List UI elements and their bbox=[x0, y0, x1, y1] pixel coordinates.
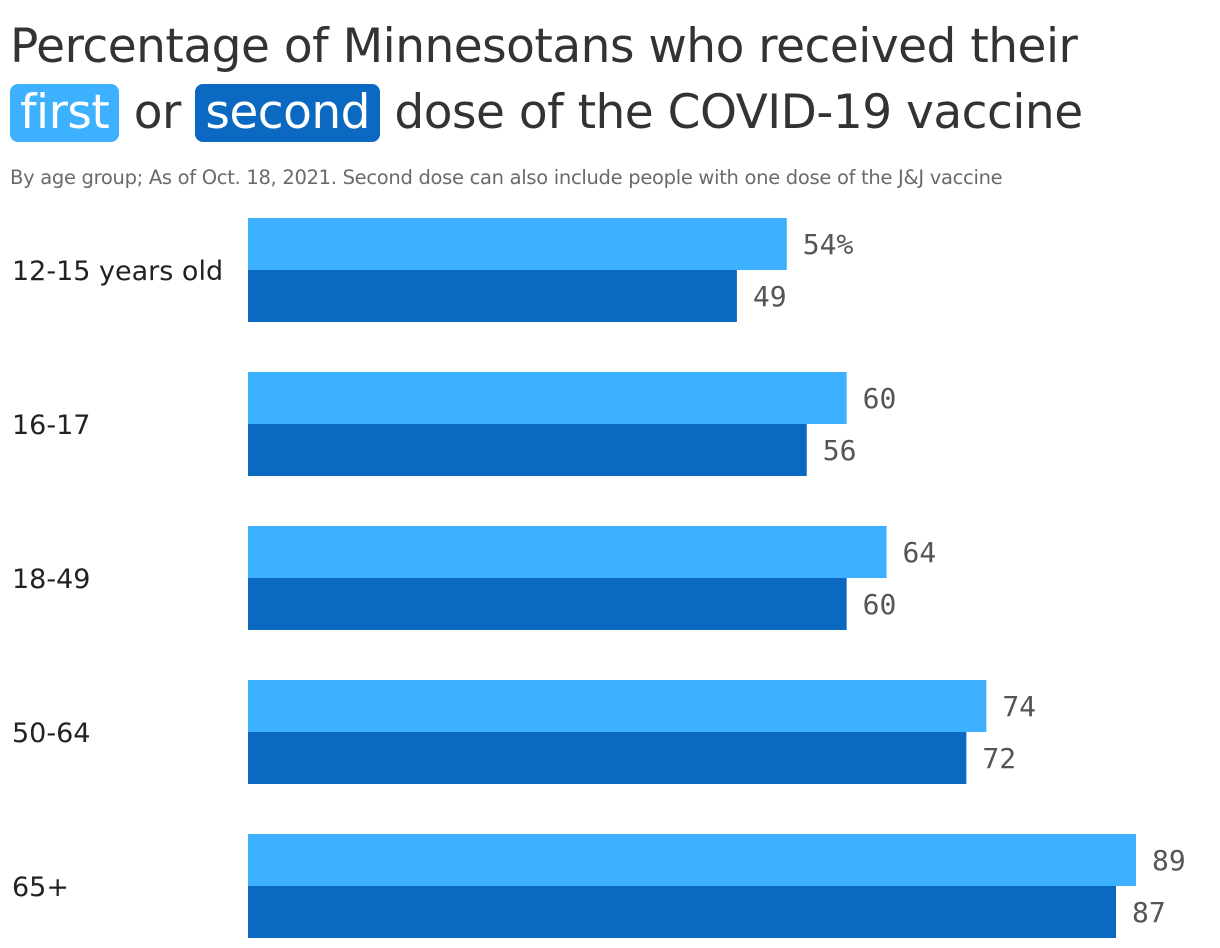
category-label: 50-64 bbox=[12, 718, 90, 749]
legend-second-highlight: second bbox=[195, 84, 380, 142]
bar-first bbox=[248, 680, 987, 732]
value-label-first: 89 bbox=[1152, 844, 1186, 877]
bar-first bbox=[248, 526, 887, 578]
value-label-second: 87 bbox=[1132, 896, 1166, 929]
bar-second bbox=[248, 270, 737, 322]
title-or: or bbox=[133, 85, 182, 140]
value-label-second: 60 bbox=[863, 588, 897, 621]
chart-subtitle: By age group; As of Oct. 18, 2021. Secon… bbox=[10, 166, 1003, 189]
value-label-first: 60 bbox=[863, 382, 897, 415]
category-label: 18-49 bbox=[12, 564, 90, 595]
value-label-second: 72 bbox=[982, 742, 1016, 775]
value-label-first: 54% bbox=[803, 228, 854, 261]
title-line-2: first or second dose of the COVID-19 vac… bbox=[10, 80, 1210, 146]
bar-first bbox=[248, 218, 787, 270]
value-label-second: 56 bbox=[823, 434, 857, 467]
chart-title: Percentage of Minnesotans who received t… bbox=[10, 14, 1210, 146]
bar-second bbox=[248, 578, 847, 630]
title-line-1: Percentage of Minnesotans who received t… bbox=[10, 19, 1078, 74]
value-label-first: 64 bbox=[903, 536, 937, 569]
value-label-first: 74 bbox=[1002, 690, 1036, 723]
category-label: 12-15 years old bbox=[12, 256, 223, 287]
bar-first bbox=[248, 834, 1136, 886]
category-label: 16-17 bbox=[12, 410, 90, 441]
bar-second bbox=[248, 424, 807, 476]
bar-second bbox=[248, 732, 967, 784]
bar-second bbox=[248, 886, 1117, 938]
legend-first-highlight: first bbox=[10, 84, 120, 142]
bar-first bbox=[248, 372, 847, 424]
title-rest: dose of the COVID-19 vaccine bbox=[394, 85, 1083, 140]
value-label-second: 49 bbox=[753, 280, 787, 313]
category-label: 65+ bbox=[12, 872, 69, 903]
